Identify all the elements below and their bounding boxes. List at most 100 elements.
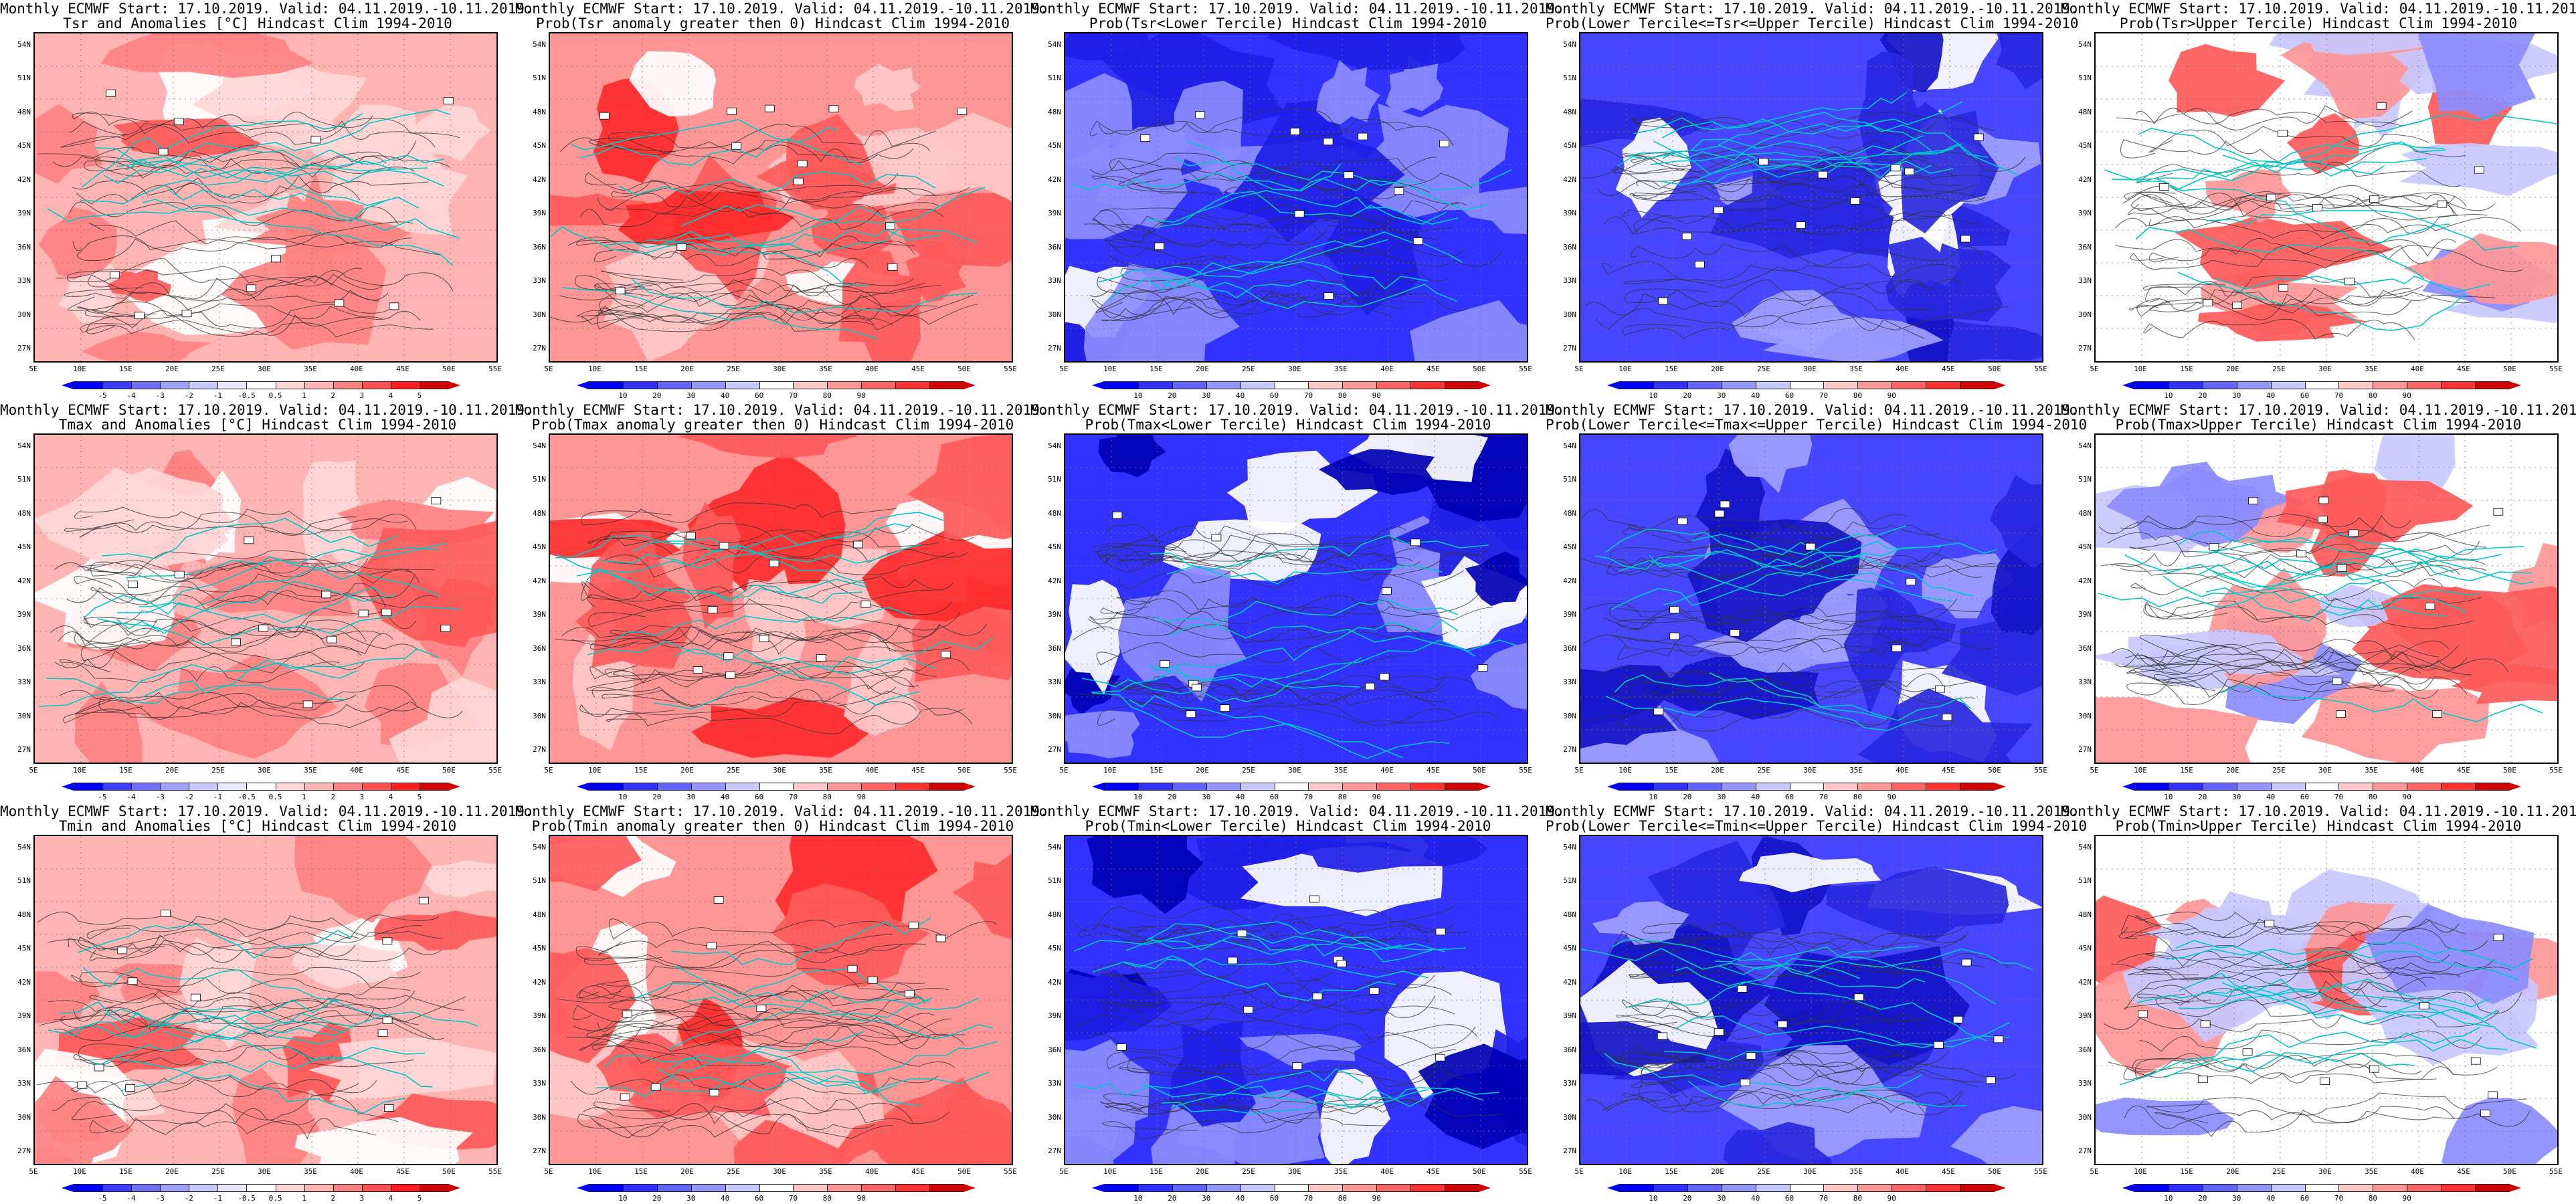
station-marker xyxy=(725,671,735,679)
color-scale-segment xyxy=(1240,783,1275,791)
station-marker xyxy=(1435,1054,1445,1062)
terrain-contour xyxy=(1581,508,1908,530)
color-scale-segment xyxy=(2373,783,2408,791)
station-marker xyxy=(128,581,138,589)
color-scale-low-arrow xyxy=(1092,1184,1104,1192)
field-patch xyxy=(2106,462,2266,547)
field-patch xyxy=(107,269,172,302)
color-scale-bar: 10 20 30 40 60 70 80 90 xyxy=(577,381,976,400)
color-scale-segment xyxy=(1687,381,1722,389)
terrain-contour xyxy=(2116,105,2413,130)
terrain-contour xyxy=(1112,673,1448,696)
longitude-label: 40E xyxy=(350,1167,363,1176)
terrain-contour xyxy=(1118,167,1473,192)
color-scale-tick-label: 10 xyxy=(1649,793,1658,801)
color-scale-high-arrow xyxy=(963,1184,976,1192)
color-scale-low-arrow xyxy=(62,783,74,791)
terrain-contour xyxy=(1633,185,1986,209)
color-scale-low-arrow xyxy=(2122,381,2134,389)
station-marker xyxy=(727,107,737,115)
terrain-contour xyxy=(1617,611,1972,633)
longitude-label: 25E xyxy=(1242,365,1255,373)
field-patch xyxy=(374,910,496,951)
latitude-label: 33N xyxy=(2078,1079,2092,1088)
latitude-label: 33N xyxy=(533,276,546,286)
color-scale-tick-label: -0.5 xyxy=(238,793,256,801)
color-scale-tick-label: 4 xyxy=(388,793,393,801)
terrain-contour xyxy=(1101,989,1436,1018)
color-scale-low-arrow xyxy=(62,1184,74,1192)
terrain-contour xyxy=(1076,923,1454,950)
coastline xyxy=(632,279,978,314)
forecast-map xyxy=(33,835,498,1165)
terrain-contour xyxy=(583,1097,913,1125)
station-marker xyxy=(620,1093,630,1101)
latitude-label: 30N xyxy=(533,310,546,319)
latitude-label: 51N xyxy=(17,876,31,886)
latitude-label: 48N xyxy=(1563,910,1576,919)
field-patch xyxy=(1996,33,2042,90)
latitude-label: 33N xyxy=(1048,1079,1061,1088)
color-scale-tick-label: 4 xyxy=(388,391,393,400)
latitude-label: 30N xyxy=(1048,711,1061,720)
terrain-contour xyxy=(1610,544,1945,569)
station-marker xyxy=(2320,1078,2330,1085)
coastline xyxy=(1081,657,1362,702)
color-scale-segment xyxy=(589,381,624,389)
color-scale-tick-label: -4 xyxy=(126,1194,136,1203)
latitude-label: 27N xyxy=(2078,745,2092,754)
coastline xyxy=(142,199,454,266)
terrain-contour xyxy=(1585,1088,1964,1116)
terrain-contour xyxy=(1105,239,1464,268)
color-scale-tick-label: 4 xyxy=(388,1194,393,1203)
terrain-contour xyxy=(2145,600,2474,629)
longitude-label: 45E xyxy=(2457,1167,2470,1176)
color-scale-high-arrow xyxy=(448,783,460,791)
terrain-contour xyxy=(1607,555,1997,579)
terrain-contour xyxy=(71,1076,359,1096)
color-scale-low-arrow xyxy=(577,381,589,389)
forecast-field-svg xyxy=(550,33,1012,361)
station-marker xyxy=(271,255,281,263)
field-patch xyxy=(1065,1093,1136,1164)
station-marker xyxy=(1730,629,1740,637)
station-marker xyxy=(615,286,626,294)
color-scale-segment xyxy=(102,783,132,791)
station-marker xyxy=(1850,197,1860,205)
color-scale-tick-label: 2 xyxy=(331,1194,335,1203)
terrain-contour xyxy=(1623,1090,1956,1112)
terrain-contour xyxy=(2124,645,2459,671)
coastline xyxy=(579,138,862,166)
panel-title-line-2: Prob(Tmax>Upper Tercile) Hindcast Clim 1… xyxy=(2115,417,2522,433)
longitude-label: 55E xyxy=(488,365,502,373)
coastline xyxy=(1675,967,1988,1041)
terrain-contour xyxy=(1071,905,1455,932)
coastline xyxy=(1173,157,1512,191)
station-marker xyxy=(389,302,399,310)
color-scale-segment xyxy=(2202,783,2237,791)
forecast-map xyxy=(2094,835,2559,1165)
terrain-contour xyxy=(89,940,442,963)
terrain-contour xyxy=(1097,274,1426,294)
station-marker xyxy=(1336,960,1347,968)
color-scale-tick-label: 80 xyxy=(1853,1194,1862,1203)
station-marker xyxy=(622,1010,632,1018)
terrain-contour xyxy=(2131,194,2458,217)
coastline xyxy=(1691,143,2020,183)
latitude-label: 39N xyxy=(2078,1011,2092,1021)
color-scale-high-arrow xyxy=(2509,381,2521,389)
longitude-label: 5E xyxy=(544,365,553,373)
latitude-label: 45N xyxy=(17,141,31,150)
terrain-contour xyxy=(1641,1059,1979,1088)
color-scale-segment xyxy=(1960,1184,1995,1192)
coastline xyxy=(1718,948,2033,975)
color-scale-segment xyxy=(895,783,931,791)
panel-title-line-2: Prob(Tsr anomaly greater then 0) Hindcas… xyxy=(535,15,1010,31)
color-scale-segment xyxy=(1721,381,1756,389)
panel-title-line-1: Monthly ECMWF Start: 17.10.2019. Valid: … xyxy=(2061,803,2576,819)
forecast-field-svg xyxy=(1065,836,1527,1164)
color-scale-segment xyxy=(861,1184,897,1192)
coastline xyxy=(1125,936,1467,955)
longitude-label: 30E xyxy=(773,365,786,373)
color-scale-segment xyxy=(2236,1184,2272,1192)
